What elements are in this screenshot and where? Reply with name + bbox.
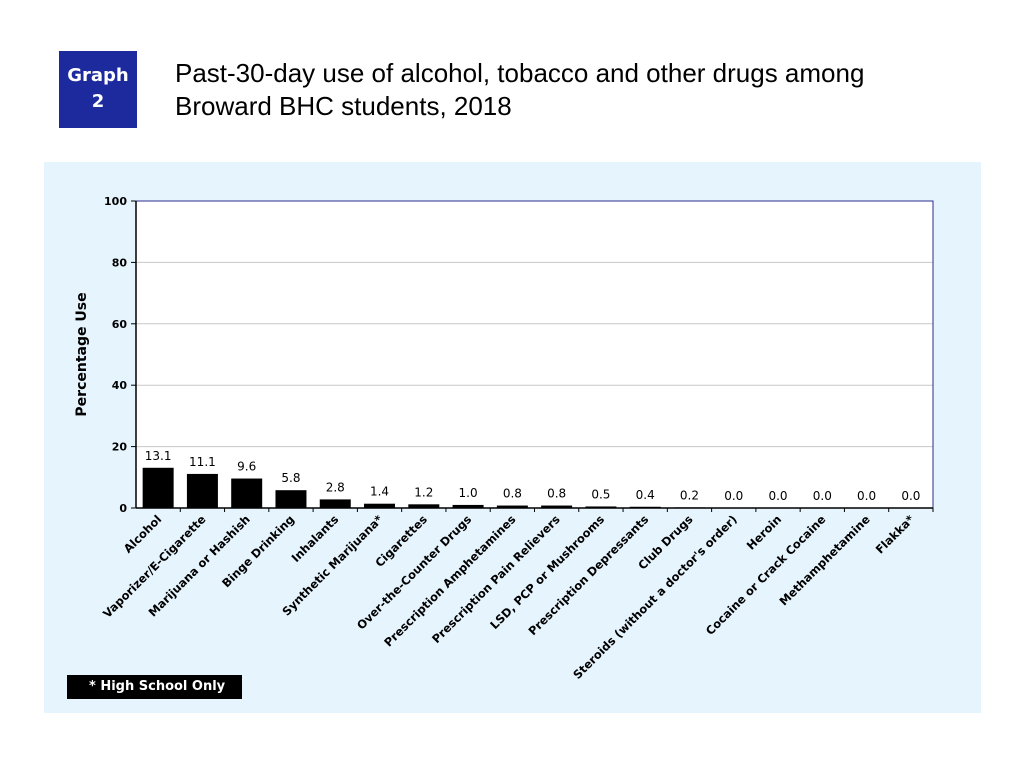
bar [673,507,705,508]
category-label: Alcohol [121,512,165,556]
bar [452,504,484,508]
data-label: 1.4 [370,485,389,499]
bar [408,504,440,508]
data-label: 0.0 [768,489,787,503]
category-label: Methamphetamine [776,512,872,608]
data-label: 0.0 [901,489,920,503]
data-label: 1.0 [459,486,478,500]
data-label: 0.0 [857,489,876,503]
bar [585,506,617,508]
bar [541,505,573,508]
bar [275,490,307,508]
title-line-2: Broward BHC students, 2018 [175,91,512,121]
graph-badge: Graph 2 [59,51,137,128]
bar [629,506,661,508]
graph-badge-label: Graph [67,65,129,86]
y-tick-label: 20 [112,441,128,454]
data-label: 0.8 [547,487,566,501]
bar [142,467,174,508]
y-axis-title: Percentage Use [74,292,90,416]
data-label: 0.0 [724,489,743,503]
data-label: 0.4 [636,488,655,502]
plot-area [136,201,933,508]
category-label: Flakka* [873,512,917,556]
data-label: 0.0 [813,489,832,503]
bar [231,478,263,508]
data-label: 9.6 [237,460,256,474]
bar [496,505,528,508]
bar [364,503,396,508]
chart-panel: 0 20 40 60 80 100 Percentage Use 13.1 Alcohol 11.… [44,162,981,713]
y-tick-label: 100 [104,195,127,208]
data-label: 5.8 [281,471,300,485]
page-title: Past-30-day use of alcohol, tobacco and … [175,57,975,123]
title-line-1: Past-30-day use of alcohol, tobacco and … [175,58,865,88]
y-tick-label: 80 [112,256,128,269]
data-label: 11.1 [189,455,216,469]
data-label: 1.2 [414,485,433,499]
y-tick-label: 60 [112,318,128,331]
bar [186,473,218,508]
y-tick-label: 40 [112,379,128,392]
data-label: 0.2 [680,488,699,502]
bar [319,499,351,508]
graph-badge-number: 2 [91,91,105,112]
y-tick-label: 0 [119,502,127,515]
data-label: 2.8 [326,480,345,494]
category-label: Steroids (without a doctor's order) [570,512,740,682]
footnote-label: * High School Only [67,675,242,699]
data-label: 13.1 [145,449,172,463]
category-label: Heroin [744,512,784,552]
data-label: 0.5 [591,487,610,501]
bar-chart: 0 20 40 60 80 100 Percentage Use 13.1 Alcohol 11.… [74,195,934,682]
data-label: 0.8 [503,487,522,501]
